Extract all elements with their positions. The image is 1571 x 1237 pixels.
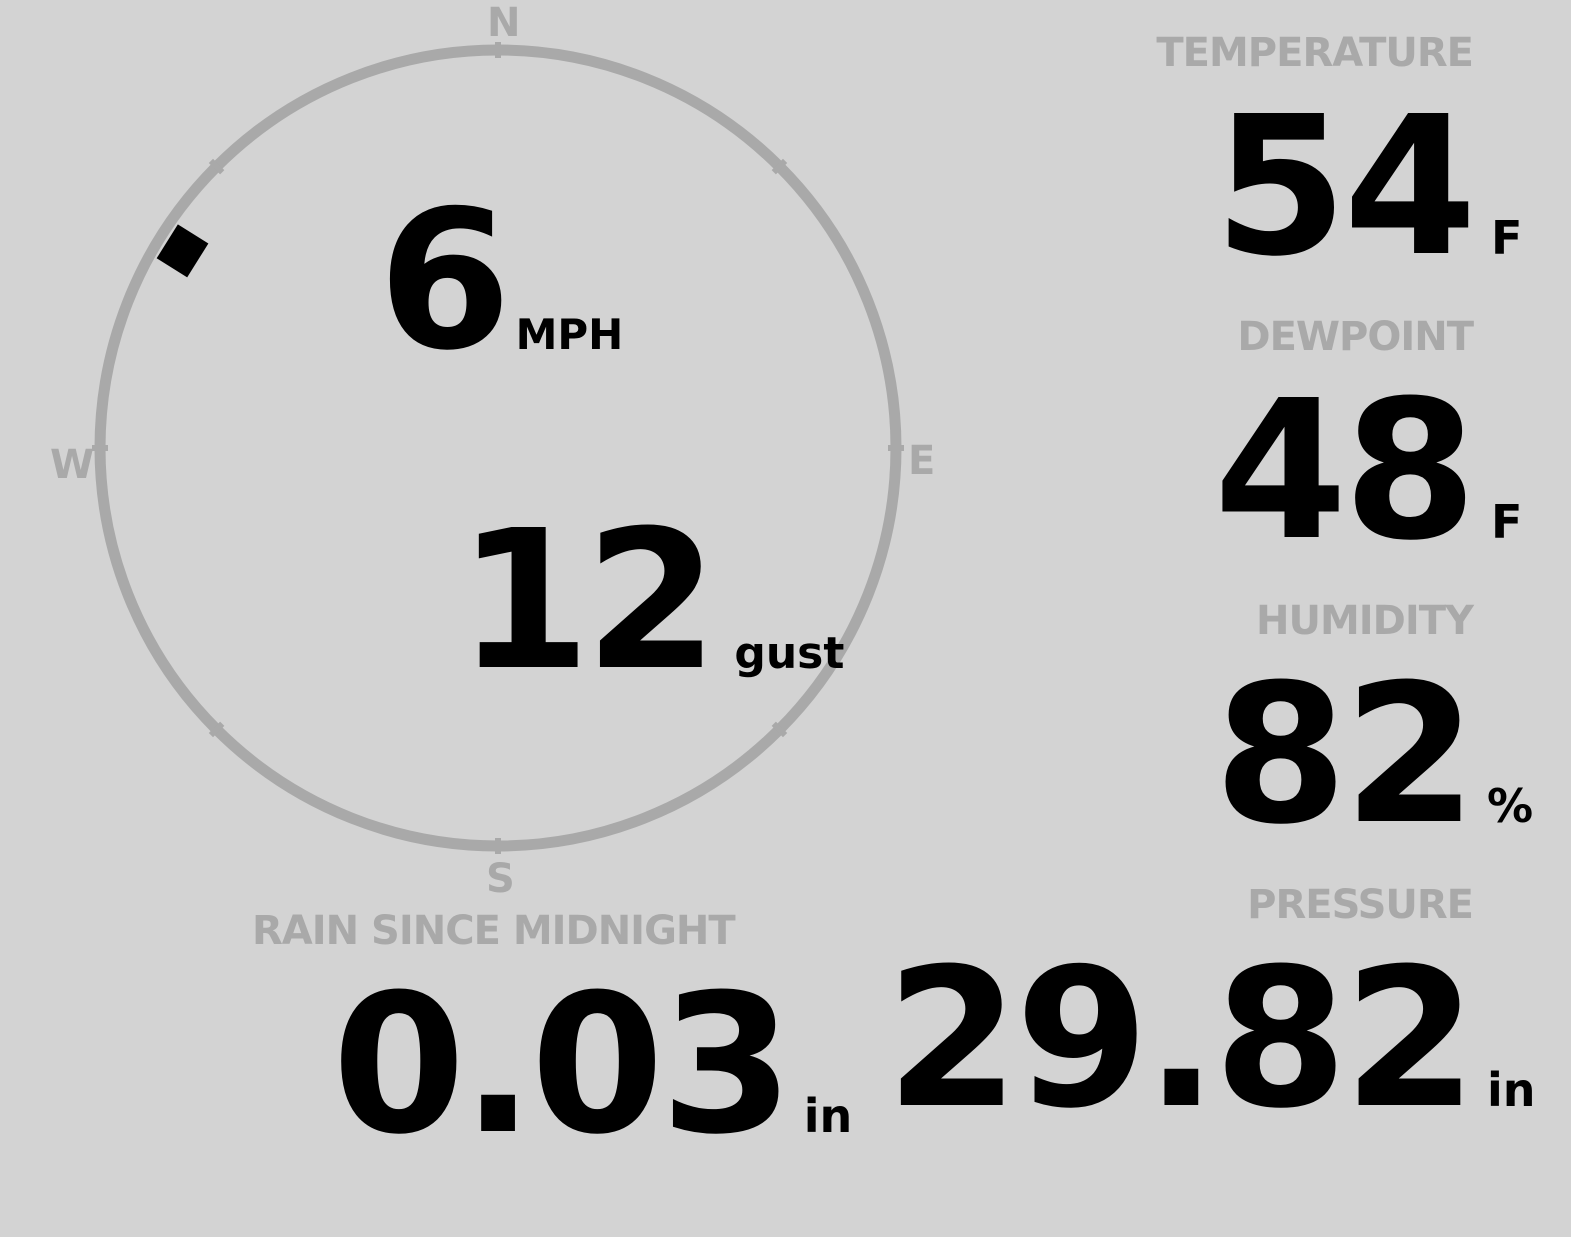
dewpoint-unit: F	[1491, 495, 1523, 549]
wind-gust-value: 12	[457, 490, 718, 713]
humidity-unit: %	[1487, 779, 1534, 833]
rain-label: RAIN SINCE MIDNIGHT	[252, 908, 736, 954]
dewpoint-value: 48	[1213, 360, 1477, 583]
temperature-unit: F	[1491, 211, 1523, 265]
compass-tick	[208, 721, 225, 738]
rain-card: RAIN SINCE MIDNIGHT 0.03 in	[252, 908, 852, 1177]
compass-tick	[771, 721, 788, 738]
pressure-label: PRESSURE	[1247, 882, 1474, 928]
humidity-card: HUMIDITY 82 %	[1213, 598, 1533, 867]
wind-speed-unit: MPH	[515, 310, 624, 359]
wind-gust-label: gust	[734, 628, 845, 679]
wind-direction-marker	[156, 224, 209, 278]
pressure-card: PRESSURE 29.82 in	[885, 882, 1536, 1151]
pressure-value: 29.82	[885, 928, 1477, 1151]
pressure-unit: in	[1487, 1063, 1536, 1117]
dewpoint-card: DEWPOINT 48 F	[1213, 314, 1523, 583]
rain-value: 0.03	[332, 954, 794, 1177]
wind-speed: 6 MPH	[378, 170, 623, 393]
compass-tick	[208, 158, 225, 175]
temperature-card: TEMPERATURE 54 F	[1156, 30, 1522, 299]
compass-north: N	[487, 0, 521, 46]
temperature-value: 54	[1213, 76, 1477, 299]
temperature-label: TEMPERATURE	[1156, 30, 1474, 76]
humidity-value: 82	[1213, 644, 1477, 867]
compass-tick	[771, 158, 788, 175]
compass-east: E	[908, 438, 936, 484]
rain-unit: in	[803, 1089, 853, 1143]
compass-ticks	[92, 42, 904, 854]
compass-west: W	[50, 442, 95, 488]
humidity-label: HUMIDITY	[1256, 598, 1474, 644]
wind-gust: 12 gust	[457, 490, 844, 713]
wind-compass	[92, 42, 904, 854]
compass-south: S	[486, 856, 515, 902]
dewpoint-label: DEWPOINT	[1237, 314, 1474, 360]
wind-speed-value: 6	[378, 170, 512, 393]
